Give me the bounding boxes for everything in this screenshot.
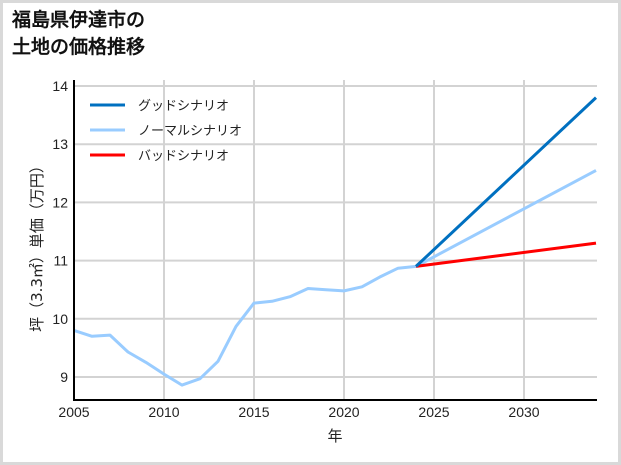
x-tick-label: 2025: [418, 404, 449, 420]
series-line: [415, 169, 597, 268]
x-tick-label: 2015: [238, 404, 269, 420]
title-line-1: 福島県伊達市の: [12, 9, 146, 31]
x-axis-label: 年: [327, 427, 342, 445]
y-tick-label: 12: [52, 194, 68, 210]
legend-label-normal: ノーマルシナリオ: [138, 124, 242, 139]
chart-card: [3, 3, 618, 462]
y-tick-label: 9: [60, 369, 68, 385]
legend: グッドシナリオ ノーマルシナリオ バッドシナリオ: [90, 99, 242, 164]
legend-label-good: グッドシナリオ: [138, 99, 229, 114]
x-tick-labels: 2005 2010 2015 2020 2025 2030: [58, 404, 539, 420]
series-line: [414, 96, 598, 268]
y-tick-labels: 9 10 11 12 13 14: [52, 78, 68, 385]
x-tick-label: 2010: [148, 404, 179, 420]
y-axis-label: 坪（3.3㎡）単価（万円）: [28, 158, 46, 332]
series-line: [73, 264, 417, 387]
y-tick-label: 13: [52, 136, 68, 152]
grid-lines: [74, 80, 597, 400]
x-tick-label: 2030: [508, 404, 539, 420]
series-line: [415, 241, 597, 268]
y-tick-label: 10: [52, 311, 68, 327]
title-line-2: 土地の価格推移: [12, 36, 146, 58]
y-tick-label: 14: [52, 78, 68, 94]
x-tick-label: 2005: [58, 404, 89, 420]
y-tick-label: 11: [53, 253, 68, 269]
legend-label-bad: バッドシナリオ: [138, 149, 229, 164]
x-tick-label: 2020: [328, 404, 359, 420]
chart-title: 福島県伊達市の 土地の価格推移: [12, 7, 145, 61]
data-lines: [73, 96, 598, 387]
